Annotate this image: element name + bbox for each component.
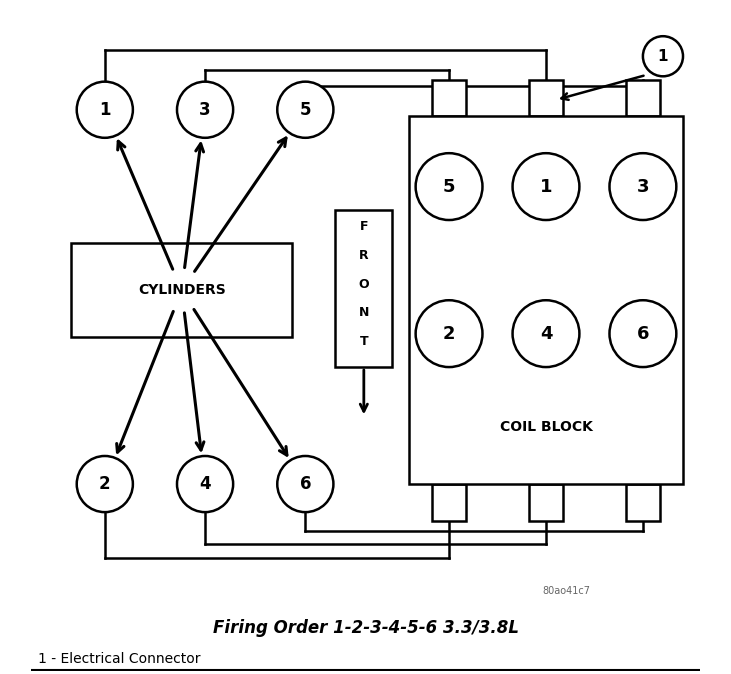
Text: 5: 5 bbox=[443, 178, 455, 195]
Text: F: F bbox=[360, 220, 368, 233]
Bar bbox=[72, 243, 292, 337]
Text: 3: 3 bbox=[200, 100, 211, 119]
Text: 80ao41c7: 80ao41c7 bbox=[542, 586, 590, 596]
Text: R: R bbox=[359, 249, 368, 262]
Text: 4: 4 bbox=[200, 475, 211, 493]
Bar bbox=[432, 80, 466, 117]
Bar bbox=[626, 80, 659, 117]
Circle shape bbox=[512, 300, 580, 367]
Text: 1: 1 bbox=[658, 49, 668, 64]
Text: COIL BLOCK: COIL BLOCK bbox=[499, 421, 592, 434]
Text: Firing Order 1-2-3-4-5-6 3.3/3.8L: Firing Order 1-2-3-4-5-6 3.3/3.8L bbox=[213, 619, 518, 637]
Bar bbox=[626, 484, 659, 521]
Circle shape bbox=[277, 82, 333, 137]
Circle shape bbox=[177, 82, 233, 137]
Text: N: N bbox=[359, 307, 369, 319]
Circle shape bbox=[610, 300, 676, 367]
Bar bbox=[529, 484, 563, 521]
Text: 1: 1 bbox=[99, 100, 110, 119]
Circle shape bbox=[77, 82, 133, 137]
Text: 3: 3 bbox=[637, 178, 649, 195]
Text: 4: 4 bbox=[539, 325, 552, 342]
Text: 5: 5 bbox=[300, 100, 311, 119]
Circle shape bbox=[277, 456, 333, 512]
Circle shape bbox=[512, 153, 580, 220]
Text: 6: 6 bbox=[637, 325, 649, 342]
Circle shape bbox=[77, 456, 133, 512]
Text: 6: 6 bbox=[300, 475, 311, 493]
Text: 1 - Electrical Connector: 1 - Electrical Connector bbox=[38, 652, 200, 666]
Text: 2: 2 bbox=[99, 475, 110, 493]
Bar bbox=[432, 484, 466, 521]
Circle shape bbox=[177, 456, 233, 512]
Bar bbox=[529, 80, 563, 117]
Circle shape bbox=[416, 153, 482, 220]
Text: 1: 1 bbox=[539, 178, 552, 195]
Circle shape bbox=[643, 36, 683, 76]
Bar bbox=[336, 210, 393, 367]
Bar bbox=[409, 117, 683, 484]
Text: CYLINDERS: CYLINDERS bbox=[138, 283, 226, 297]
Circle shape bbox=[610, 153, 676, 220]
Text: T: T bbox=[360, 335, 368, 348]
Text: O: O bbox=[358, 278, 369, 290]
Circle shape bbox=[416, 300, 482, 367]
Text: 2: 2 bbox=[443, 325, 455, 342]
